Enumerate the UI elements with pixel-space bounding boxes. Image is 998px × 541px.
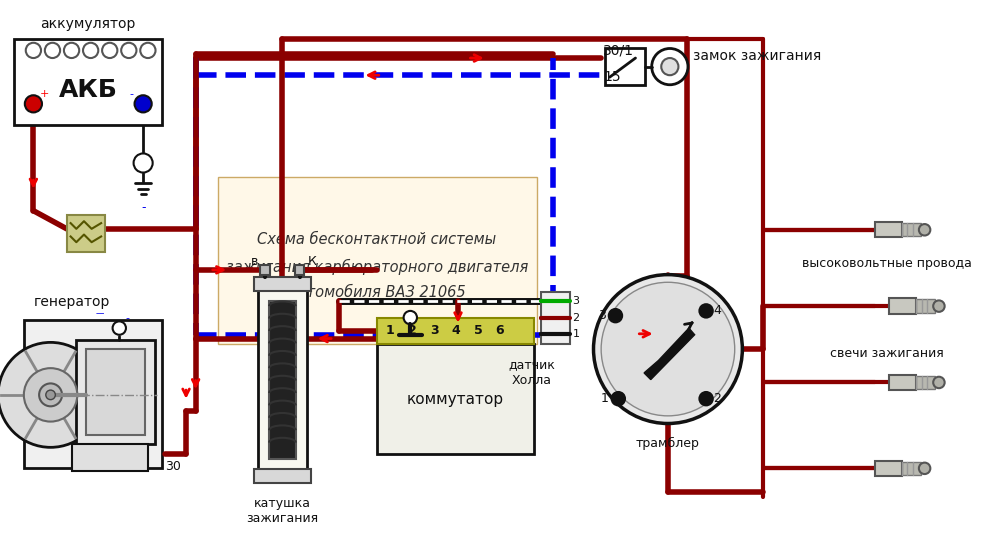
Text: 1: 1 (573, 329, 580, 339)
Text: трамблер: трамблер (636, 437, 700, 450)
Bar (67, 215, 105, 252)
Circle shape (612, 392, 625, 405)
Text: +: + (40, 89, 50, 100)
Text: 30: 30 (165, 460, 181, 473)
Bar (377, 318, 534, 344)
Bar (253, 278, 311, 291)
Text: 5: 5 (474, 325, 482, 338)
Text: коммутатор: коммутатор (407, 392, 504, 407)
Circle shape (83, 43, 98, 58)
Bar (14, 39, 163, 125)
Bar (916, 376, 935, 389)
Circle shape (0, 342, 103, 447)
Text: 3: 3 (573, 296, 580, 306)
Text: -: - (125, 314, 129, 324)
Text: 4: 4 (452, 325, 460, 338)
Circle shape (601, 282, 735, 416)
Bar (377, 344, 534, 454)
Circle shape (121, 43, 137, 58)
Text: 30/1: 30/1 (603, 43, 634, 57)
Circle shape (39, 384, 62, 406)
Text: замок зажигания: замок зажигания (693, 49, 821, 63)
Circle shape (26, 43, 41, 58)
Circle shape (609, 309, 622, 322)
Text: 3: 3 (598, 309, 606, 322)
Bar (294, 265, 304, 275)
Bar (889, 299, 916, 314)
Circle shape (933, 300, 945, 312)
Bar (875, 461, 902, 476)
Text: свечи зажигания: свечи зажигания (830, 347, 944, 360)
Circle shape (403, 311, 417, 324)
Bar (269, 301, 295, 459)
Polygon shape (644, 328, 695, 380)
Text: катушка
зажигания: катушка зажигания (247, 497, 318, 525)
Bar (875, 222, 902, 237)
Circle shape (700, 304, 713, 318)
Circle shape (24, 368, 77, 421)
Text: 2: 2 (573, 313, 580, 322)
Circle shape (594, 275, 743, 424)
Bar (889, 375, 916, 390)
Circle shape (25, 95, 42, 113)
Circle shape (135, 95, 152, 113)
Text: -: - (141, 201, 146, 214)
Text: 2: 2 (714, 392, 722, 405)
Bar (902, 223, 921, 236)
Text: генератор: генератор (33, 295, 110, 309)
Text: 1: 1 (601, 392, 609, 405)
Circle shape (134, 154, 153, 173)
Text: АКБ: АКБ (59, 77, 118, 102)
Circle shape (933, 377, 945, 388)
Circle shape (46, 390, 55, 400)
Bar (253, 469, 311, 483)
Text: 15: 15 (603, 70, 621, 84)
Text: 6: 6 (496, 325, 504, 338)
Circle shape (113, 321, 126, 335)
Bar (218, 177, 537, 344)
Circle shape (919, 224, 930, 235)
Bar (541, 292, 570, 344)
Bar (72, 445, 148, 471)
Text: аккумулятор: аккумулятор (41, 17, 136, 31)
Text: К: К (307, 255, 316, 268)
Circle shape (45, 43, 60, 58)
Bar (257, 287, 307, 473)
Text: 4: 4 (714, 305, 722, 318)
Circle shape (652, 49, 688, 85)
Text: -: - (130, 89, 134, 100)
Text: —: — (96, 309, 105, 318)
Bar (902, 461, 921, 475)
Circle shape (141, 43, 156, 58)
Text: 2: 2 (408, 325, 416, 338)
Bar (916, 300, 935, 313)
Bar (24, 320, 163, 469)
Text: 1: 1 (386, 325, 394, 338)
Circle shape (64, 43, 79, 58)
Circle shape (919, 463, 930, 474)
Bar (86, 349, 145, 435)
Text: высоковольтные провода: высоковольтные провода (801, 256, 971, 269)
Circle shape (102, 43, 118, 58)
Bar (605, 49, 645, 85)
Text: датчик
Холла: датчик Холла (508, 359, 555, 387)
Text: Схема бесконтактной системы
зажигания карбюраторного двигателя
автомобиля ВАЗ 21: Схема бесконтактной системы зажигания ка… (226, 232, 528, 300)
Circle shape (662, 58, 679, 75)
Text: в: в (251, 255, 258, 268)
Circle shape (700, 392, 713, 405)
Bar (260, 265, 270, 275)
Bar (76, 340, 155, 445)
Text: 3: 3 (430, 325, 438, 338)
